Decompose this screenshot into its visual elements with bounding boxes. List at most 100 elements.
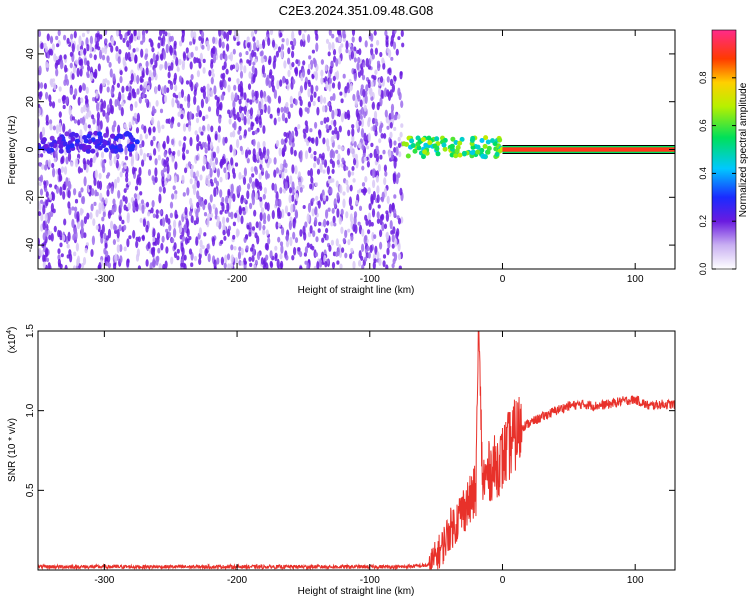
spectrogram-noise-dot — [257, 251, 261, 261]
spectrogram-noise-dot — [293, 246, 297, 256]
spectrogram-noise-dot — [158, 36, 162, 41]
spectrogram-noise-dot — [247, 183, 251, 190]
spectrogram-noise-dot — [260, 167, 264, 172]
spectrogram-noise-dot — [250, 31, 254, 38]
spectrogram-noise-dot — [205, 96, 209, 104]
spectrogram-noise-dot — [202, 58, 206, 64]
spectrogram-noise-dot — [351, 166, 355, 171]
spectrogram-noise-dot — [127, 181, 131, 186]
spectrogram-noise-dot — [395, 146, 399, 156]
spectrogram-band-dot — [469, 137, 475, 143]
spectrogram-noise-dot — [281, 226, 285, 236]
spectrogram-noise-dot — [180, 113, 184, 120]
spectrogram-noise-dot — [211, 72, 215, 78]
spectrogram-noise-dot — [260, 257, 264, 265]
spectrogram-noise-dot — [168, 35, 173, 43]
spectrogram-band-dot — [409, 138, 415, 144]
spectrogram-noise-dot — [212, 54, 217, 64]
spectrogram-y-tick-label: 0 — [25, 146, 36, 152]
spectrogram-noise-dot — [366, 145, 370, 150]
spectrogram-noise-dot — [133, 91, 137, 99]
spectrogram-band-dot — [117, 143, 123, 149]
spectrogram-noise-dot — [72, 265, 77, 269]
spectrogram-noise-dot — [167, 71, 171, 79]
spectrogram-noise-dot — [167, 173, 171, 180]
spectrogram-noise-dot — [172, 185, 176, 190]
spectrogram-noise-dot — [396, 228, 400, 237]
spectrogram-noise-dot — [309, 168, 313, 178]
spectrogram-noise-dot — [345, 211, 349, 219]
spectrogram-noise-dot — [108, 61, 112, 68]
spectrogram-noise-dot — [353, 157, 357, 166]
spectrogram-noise-dot — [71, 206, 75, 211]
spectrogram-noise-dot — [207, 202, 211, 211]
spectrogram-noise-dot — [205, 114, 209, 119]
spectrogram-noise-dot — [204, 199, 208, 205]
spectrogram-noise-dot — [230, 254, 234, 264]
spectrogram-noise-dot — [280, 260, 284, 269]
spectrogram-noise-dot — [136, 74, 140, 85]
spectrogram-noise-dot — [256, 151, 260, 161]
spectrogram-noise-dot — [46, 33, 50, 42]
spectrogram-noise-dot — [273, 169, 277, 178]
spectrogram-noise-dot — [294, 67, 298, 74]
spectrogram-noise-dot — [356, 62, 360, 71]
spectrogram-noise-dot — [307, 68, 311, 76]
spectrogram-noise-dot — [340, 98, 344, 104]
spectrogram-noise-dot — [334, 108, 338, 116]
spectrogram-noise-dot — [200, 31, 205, 39]
spectrogram-x-tick-label: -200 — [227, 274, 247, 285]
spectrogram-band-dot — [103, 132, 109, 138]
spectrogram-noise-dot — [320, 77, 324, 85]
spectrogram-noise-dot — [80, 232, 84, 239]
spectrogram-noise-dot — [116, 244, 120, 254]
spectrogram-noise-dot — [308, 55, 312, 60]
spectrogram-noise-dot — [209, 168, 213, 178]
spectrogram-noise-dot — [77, 119, 81, 126]
spectrogram-noise-dot — [114, 99, 118, 107]
spectrogram-noise-dot — [242, 210, 246, 216]
spectrogram-noise-dot — [248, 71, 252, 79]
spectrogram-noise-dot — [285, 254, 289, 261]
spectrogram-band-dot — [82, 147, 87, 152]
spectrogram-noise-dot — [247, 127, 251, 132]
spectrogram-noise-dot — [332, 93, 336, 101]
spectrogram-noise-dot — [294, 99, 298, 106]
spectrogram-noise-dot — [193, 56, 197, 64]
spectrogram-noise-dot — [219, 101, 223, 111]
spectrogram-noise-dot — [349, 253, 353, 260]
spectrogram-noise-dot — [157, 142, 161, 153]
spectrogram-noise-dot — [384, 109, 388, 118]
spectrogram-noise-dot — [333, 222, 337, 227]
spectrogram-noise-dot — [108, 150, 112, 161]
spectrogram-noise-dot — [280, 43, 285, 51]
spectrogram-noise-dot — [109, 68, 113, 78]
spectrogram-noise-dot — [322, 169, 326, 174]
spectrogram-noise-dot — [139, 84, 143, 91]
spectrogram-band-dot — [490, 138, 495, 144]
spectrogram-noise-dot — [309, 183, 313, 190]
spectrogram-noise-dot — [227, 163, 231, 172]
spectrogram-noise-dot — [364, 176, 368, 183]
spectrogram-noise-dot — [326, 220, 330, 226]
spectrogram-noise-dot — [226, 217, 230, 223]
spectrogram-noise-dot — [55, 35, 59, 41]
figure-title: C2E3.2024.351.09.48.G08 — [279, 3, 434, 18]
spectrogram-noise-dot — [323, 159, 328, 168]
spectrogram-noise-dot — [57, 167, 61, 176]
spectrogram-noise-dot — [52, 167, 56, 178]
spectrogram-noise-dot — [332, 215, 336, 224]
spectrogram-noise-dot — [254, 130, 258, 135]
spectrogram-noise-dot — [71, 73, 75, 80]
spectrogram-noise-dot — [269, 30, 274, 36]
spectrogram-noise-dot — [195, 117, 200, 124]
spectrogram-noise-dot — [222, 72, 226, 80]
spectrogram-band-dot — [453, 140, 459, 145]
spectrogram-noise-dot — [223, 79, 227, 89]
spectrogram-noise-dot — [192, 184, 196, 190]
spectrogram-noise-dot — [349, 213, 353, 223]
spectrogram-noise-dot — [101, 47, 105, 54]
spectrogram-noise-dot — [249, 99, 253, 105]
spectrogram-noise-dot — [391, 243, 395, 249]
